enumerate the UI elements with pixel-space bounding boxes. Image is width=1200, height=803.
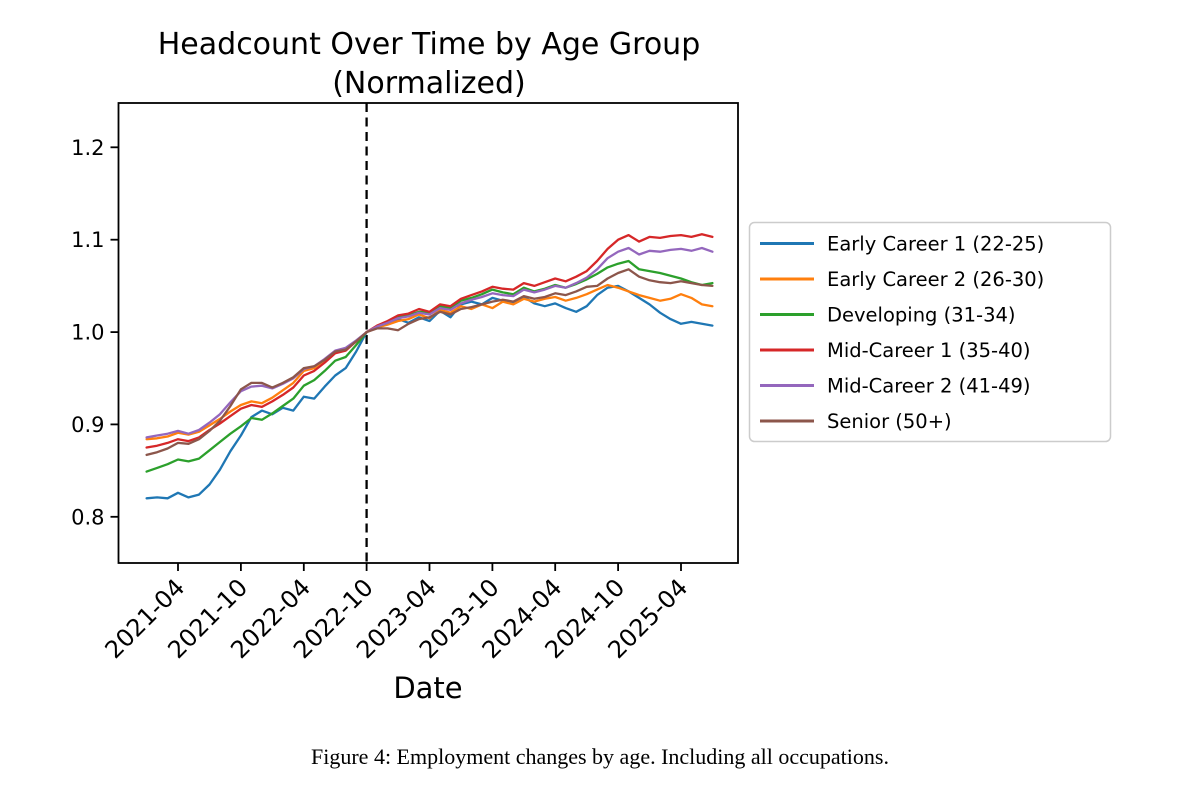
series-line-5 — [145, 268, 714, 457]
y-tick-label: 0.9 — [71, 413, 104, 437]
y-tick-label: 1.1 — [71, 228, 104, 252]
series-line-0 — [145, 284, 714, 500]
legend: Early Career 1 (22-25) Early Career 2 (26… — [748, 221, 1112, 443]
series-line-2 — [145, 259, 714, 473]
plot-area — [117, 102, 739, 564]
y-axis-ticks: 0.8 0.9 1.0 1.1 1.2 — [71, 136, 119, 529]
legend-label-5: Senior (50+) — [827, 410, 952, 433]
legend-label-1: Early Career 2 (26-30) — [827, 268, 1044, 291]
chart-title-line1: Headcount Over Time by Age Group — [158, 27, 701, 62]
chart-title-line2: (Normalized) — [332, 66, 526, 101]
y-tick-label: 0.8 — [71, 505, 104, 529]
series-line-4 — [145, 246, 714, 439]
x-axis-label: Date — [393, 671, 462, 705]
legend-label-0: Early Career 1 (22-25) — [827, 233, 1044, 256]
legend-box — [748, 221, 1112, 443]
legend-label-2: Developing (31-34) — [827, 304, 1016, 327]
series-lines — [145, 233, 714, 500]
legend-label-3: Mid-Career 1 (35-40) — [827, 339, 1031, 362]
figure-caption: Figure 4: Employment changes by age. Inc… — [311, 744, 889, 769]
y-tick-label: 1.0 — [71, 321, 104, 345]
x-axis-ticks: 2021-042021-102022-042022-102023-042023-… — [100, 563, 693, 664]
legend-label-4: Mid-Career 2 (41-49) — [827, 375, 1031, 398]
series-line-3 — [145, 233, 714, 449]
y-tick-label: 1.2 — [71, 136, 104, 160]
